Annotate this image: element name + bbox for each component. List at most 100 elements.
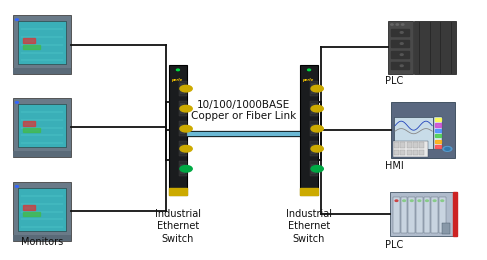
Bar xyxy=(23,205,35,210)
FancyBboxPatch shape xyxy=(18,22,66,64)
Text: Industrial
Ethernet
Switch: Industrial Ethernet Switch xyxy=(155,209,201,244)
Circle shape xyxy=(308,69,311,71)
Bar xyxy=(442,223,450,234)
Bar xyxy=(435,118,441,121)
Circle shape xyxy=(445,147,450,150)
Circle shape xyxy=(443,147,452,151)
Bar xyxy=(310,121,318,136)
Circle shape xyxy=(16,102,19,103)
Bar xyxy=(435,134,441,137)
Bar xyxy=(179,141,187,156)
Bar xyxy=(310,161,318,176)
Bar xyxy=(180,124,185,134)
Bar xyxy=(435,145,441,148)
FancyBboxPatch shape xyxy=(393,141,428,157)
Circle shape xyxy=(400,65,403,67)
Circle shape xyxy=(426,200,429,202)
Circle shape xyxy=(433,200,436,202)
Bar xyxy=(400,150,405,155)
Circle shape xyxy=(403,200,406,202)
Text: perle: perle xyxy=(171,77,183,82)
Circle shape xyxy=(16,19,19,21)
Circle shape xyxy=(400,54,403,55)
Bar xyxy=(23,45,39,49)
Text: Monitors: Monitors xyxy=(21,237,63,247)
Bar xyxy=(400,142,405,148)
Circle shape xyxy=(16,186,19,187)
Bar xyxy=(180,144,185,154)
Bar xyxy=(311,103,316,114)
Circle shape xyxy=(411,200,413,202)
Circle shape xyxy=(311,146,323,152)
FancyBboxPatch shape xyxy=(169,65,187,195)
Bar xyxy=(413,150,418,155)
Text: perle: perle xyxy=(302,77,314,82)
Text: PLC: PLC xyxy=(385,240,403,250)
Bar xyxy=(300,188,318,195)
FancyBboxPatch shape xyxy=(431,197,438,233)
Circle shape xyxy=(180,85,192,92)
Bar xyxy=(435,140,441,143)
Bar xyxy=(419,142,425,148)
FancyBboxPatch shape xyxy=(13,235,71,241)
Circle shape xyxy=(180,146,192,152)
FancyBboxPatch shape xyxy=(416,197,423,233)
Bar xyxy=(310,141,318,156)
FancyBboxPatch shape xyxy=(18,104,66,147)
FancyBboxPatch shape xyxy=(401,197,408,233)
Bar xyxy=(407,142,412,148)
Circle shape xyxy=(180,125,192,132)
FancyBboxPatch shape xyxy=(394,117,433,149)
Bar xyxy=(23,212,39,216)
FancyBboxPatch shape xyxy=(393,197,400,233)
FancyBboxPatch shape xyxy=(300,65,318,195)
Circle shape xyxy=(311,105,323,112)
FancyBboxPatch shape xyxy=(388,21,412,74)
FancyBboxPatch shape xyxy=(390,192,456,236)
Text: 10/100/1000BASE: 10/100/1000BASE xyxy=(197,100,290,110)
FancyBboxPatch shape xyxy=(439,197,446,233)
Bar xyxy=(180,83,185,94)
FancyBboxPatch shape xyxy=(409,197,415,233)
FancyBboxPatch shape xyxy=(18,188,66,231)
Bar xyxy=(419,150,425,155)
Bar xyxy=(435,129,441,132)
Bar xyxy=(311,164,316,174)
Text: Industrial
Ethernet
Switch: Industrial Ethernet Switch xyxy=(286,209,332,244)
Bar xyxy=(413,142,418,148)
Bar xyxy=(452,192,456,236)
FancyBboxPatch shape xyxy=(13,151,71,157)
Circle shape xyxy=(400,43,403,44)
Bar xyxy=(179,81,187,96)
Bar xyxy=(407,150,412,155)
Bar xyxy=(169,188,187,195)
Text: HMI: HMI xyxy=(385,161,403,171)
Text: PLC: PLC xyxy=(385,76,403,86)
Bar xyxy=(391,29,409,36)
Bar xyxy=(311,83,316,94)
Bar xyxy=(23,121,35,126)
Circle shape xyxy=(311,125,323,132)
Circle shape xyxy=(180,166,192,172)
Bar xyxy=(179,101,187,116)
FancyBboxPatch shape xyxy=(13,15,71,74)
Circle shape xyxy=(418,200,421,202)
Bar xyxy=(310,101,318,116)
Circle shape xyxy=(395,200,398,202)
Bar xyxy=(311,124,316,134)
Circle shape xyxy=(180,105,192,112)
Circle shape xyxy=(311,166,323,172)
FancyBboxPatch shape xyxy=(424,197,431,233)
Bar xyxy=(180,103,185,114)
FancyBboxPatch shape xyxy=(392,102,455,158)
Circle shape xyxy=(176,69,179,71)
Bar xyxy=(311,144,316,154)
Circle shape xyxy=(441,200,444,202)
Circle shape xyxy=(401,24,404,25)
Bar xyxy=(391,62,409,69)
Circle shape xyxy=(400,32,403,33)
Text: Copper or Fiber Link: Copper or Fiber Link xyxy=(191,111,296,121)
FancyBboxPatch shape xyxy=(13,68,71,74)
Circle shape xyxy=(391,24,393,25)
Circle shape xyxy=(396,24,398,25)
